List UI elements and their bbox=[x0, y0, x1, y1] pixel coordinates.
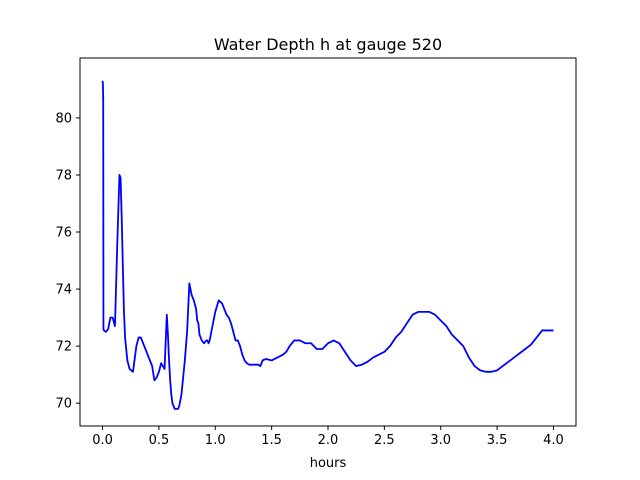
x-tick-label: 2.0 bbox=[318, 433, 339, 448]
chart-title: Water Depth h at gauge 520 bbox=[214, 35, 442, 54]
plot-area bbox=[101, 80, 554, 410]
series-line-0 bbox=[101, 80, 554, 410]
y-tick-label: 72 bbox=[55, 340, 72, 355]
y-tick-label: 78 bbox=[55, 168, 72, 183]
axes-frame bbox=[79, 57, 577, 427]
x-tick-label: 3.0 bbox=[430, 433, 451, 448]
x-tick-label: 1.5 bbox=[261, 433, 282, 448]
y-tick-label: 70 bbox=[55, 397, 72, 412]
x-tick-label: 1.0 bbox=[205, 433, 226, 448]
x-axis-ticks: 0.0 0.5 1.0 1.5 2.0 2.5 3.0 3.5 4.0 bbox=[92, 426, 564, 448]
y-tick-label: 76 bbox=[55, 226, 72, 241]
x-axis-label: hours bbox=[310, 456, 347, 471]
y-tick-label: 74 bbox=[55, 283, 72, 298]
x-tick-label: 0.0 bbox=[92, 433, 113, 448]
y-axis-ticks: 70 72 74 76 78 80 bbox=[55, 111, 80, 412]
x-tick-label: 2.5 bbox=[374, 433, 395, 448]
x-tick-label: 0.5 bbox=[149, 433, 170, 448]
y-tick-label: 80 bbox=[55, 111, 72, 126]
x-tick-label: 4.0 bbox=[543, 433, 564, 448]
x-tick-label: 3.5 bbox=[487, 433, 508, 448]
